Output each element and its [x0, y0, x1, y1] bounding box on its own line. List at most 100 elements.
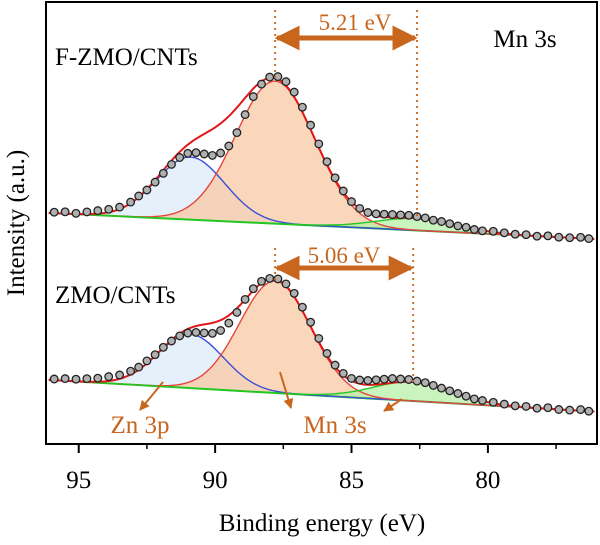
- x-axis-label: Binding energy (eV): [219, 510, 425, 537]
- data-point-0-16: [199, 149, 209, 159]
- data-point-1-0: [49, 374, 59, 384]
- data-point-1-43: [420, 378, 430, 388]
- data-point-0-56: [543, 231, 553, 241]
- data-point-0-50: [477, 226, 487, 236]
- data-point-0-22: [248, 92, 258, 102]
- data-point-0-12: [167, 159, 176, 169]
- data-point-0-13: [175, 153, 185, 162]
- data-point-1-47: [453, 389, 463, 398]
- data-point-0-26: [281, 77, 291, 87]
- splitting-label-top: 5.21 eV: [319, 10, 392, 35]
- data-point-1-4: [93, 373, 103, 383]
- data-point-1-22: [248, 284, 258, 294]
- data-point-1-52: [499, 399, 509, 409]
- data-point-0-52: [499, 228, 509, 238]
- data-point-0-36: [363, 208, 373, 217]
- data-point-1-40: [396, 374, 406, 384]
- data-point-1-9: [142, 356, 152, 366]
- arrow-zn3p: [139, 381, 164, 411]
- data-point-0-46: [445, 219, 455, 229]
- data-point-0-7: [126, 197, 136, 207]
- arrow-mn3s-main: [279, 371, 294, 409]
- component-fill-1-0: [48, 334, 595, 412]
- data-point-1-59: [576, 405, 586, 415]
- data-point-1-6: [115, 370, 125, 380]
- data-point-0-42: [412, 212, 422, 222]
- data-point-1-56: [543, 403, 553, 413]
- data-point-0-25: [273, 72, 283, 82]
- x-tick-label: 95: [66, 467, 91, 494]
- data-point-0-1: [60, 207, 70, 217]
- data-point-1-37: [371, 375, 381, 385]
- data-point-0-45: [437, 217, 446, 226]
- data-point-1-30: [314, 333, 324, 343]
- data-point-1-17: [207, 328, 217, 338]
- data-point-0-14: [183, 148, 193, 158]
- data-point-1-48: [461, 391, 471, 401]
- data-point-0-0: [49, 207, 59, 217]
- data-point-1-55: [532, 403, 542, 413]
- annotations: [139, 10, 418, 412]
- data-point-1-60: [584, 406, 594, 416]
- data-point-0-59: [576, 232, 586, 242]
- data-point-1-10: [150, 350, 160, 360]
- annotation-zn3p: Zn 3p: [110, 412, 169, 439]
- data-point-0-15: [191, 148, 201, 158]
- data-point-1-34: [347, 373, 356, 383]
- data-point-1-49: [469, 394, 479, 404]
- data-point-0-53: [510, 229, 520, 239]
- data-point-0-38: [379, 209, 389, 219]
- data-point-1-32: [330, 360, 340, 370]
- data-point-0-20: [232, 128, 242, 138]
- data-point-1-31: [322, 348, 332, 358]
- data-point-0-55: [532, 231, 542, 241]
- data-point-1-45: [437, 383, 446, 393]
- data-point-1-26: [281, 279, 291, 289]
- data-point-0-19: [224, 141, 234, 151]
- data-point-0-6: [115, 202, 125, 212]
- y-axis-label: Intensity (a.u.): [3, 150, 30, 296]
- x-tick-label: 85: [339, 467, 364, 494]
- x-tick-label: 90: [203, 467, 228, 494]
- data-point-1-57: [554, 405, 564, 414]
- data-point-1-35: [355, 375, 365, 385]
- data-point-1-27: [289, 288, 299, 298]
- data-point-0-43: [420, 213, 430, 223]
- data-point-1-33: [338, 368, 348, 378]
- data-point-0-40: [396, 210, 406, 220]
- data-point-0-31: [322, 157, 332, 167]
- data-point-1-46: [445, 386, 455, 396]
- data-point-1-14: [183, 328, 193, 338]
- data-point-1-54: [521, 401, 531, 411]
- panel-label-bottom: ZMO/CNTs: [55, 282, 175, 309]
- data-point-0-5: [104, 204, 114, 214]
- component-fill-1-1: [48, 281, 595, 412]
- experimental-points: [49, 72, 594, 416]
- data-point-0-17: [207, 150, 217, 160]
- data-point-1-29: [306, 317, 316, 327]
- annotation-mn3s: Mn 3s: [303, 412, 366, 439]
- data-point-0-24: [265, 72, 275, 82]
- data-point-0-21: [240, 110, 250, 120]
- data-point-1-58: [565, 405, 575, 415]
- data-point-0-47: [453, 221, 463, 231]
- data-point-0-32: [330, 173, 340, 183]
- data-point-0-23: [257, 79, 266, 89]
- data-point-0-34: [347, 197, 356, 207]
- data-point-0-33: [338, 186, 348, 196]
- data-point-0-49: [469, 225, 479, 234]
- data-point-0-30: [314, 139, 324, 149]
- data-point-1-38: [379, 374, 389, 384]
- data-point-1-50: [477, 396, 487, 405]
- arrow-mn3s-satellite: [383, 398, 403, 412]
- data-point-0-10: [150, 177, 160, 187]
- data-point-1-39: [387, 374, 397, 383]
- data-point-0-3: [82, 207, 92, 217]
- data-point-0-2: [71, 208, 81, 218]
- data-point-0-11: [158, 168, 168, 178]
- data-point-0-35: [355, 203, 365, 213]
- data-point-0-60: [584, 234, 594, 244]
- data-point-0-37: [371, 209, 381, 219]
- data-point-1-13: [175, 331, 185, 341]
- data-point-0-39: [387, 210, 397, 219]
